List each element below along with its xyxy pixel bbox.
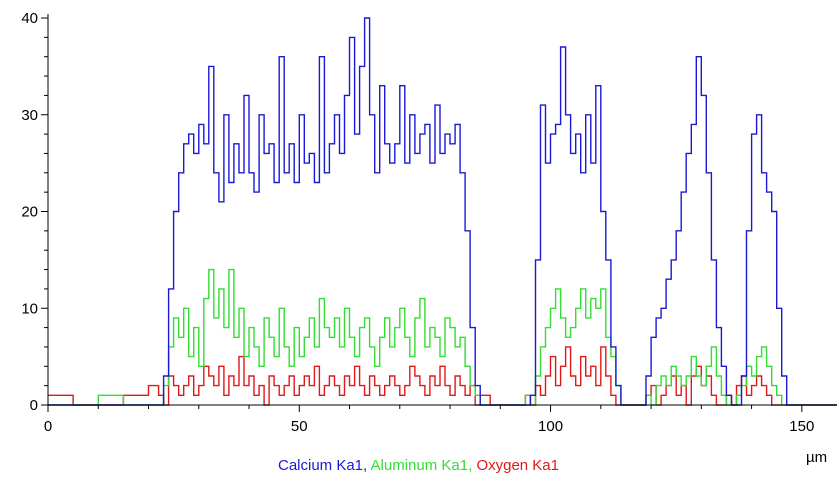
x-axis-unit: µm (806, 449, 828, 466)
y-tick-label: 10 (21, 300, 38, 317)
x-tick-label: 50 (291, 418, 308, 435)
legend-separator: , (468, 457, 477, 474)
series-line-calcium (48, 17, 837, 406)
series-line-aluminum (48, 268, 837, 406)
axes-layer: 0 10 20 30 40 0 50 100 150 (21, 10, 837, 435)
y-tick-label: 40 (21, 10, 38, 27)
legend: Calcium Ka1, Aluminum Ka1, Oxygen Ka1 (0, 457, 837, 474)
y-tick-label: 30 (21, 107, 38, 124)
x-tick-label: 100 (538, 418, 563, 435)
legend-item-oxygen: Oxygen Ka1 (476, 457, 559, 474)
y-tick-label: 0 (30, 397, 38, 414)
legend-item-calcium: Calcium Ka1 (277, 457, 364, 474)
series-layer (48, 17, 837, 406)
y-tick-label: 20 (21, 204, 38, 221)
x-tick-label: 150 (789, 418, 814, 435)
legend-item-aluminum: Aluminum Ka1 (370, 457, 469, 474)
x-tick-label: 0 (44, 418, 52, 435)
legend-separator: , (363, 457, 371, 474)
